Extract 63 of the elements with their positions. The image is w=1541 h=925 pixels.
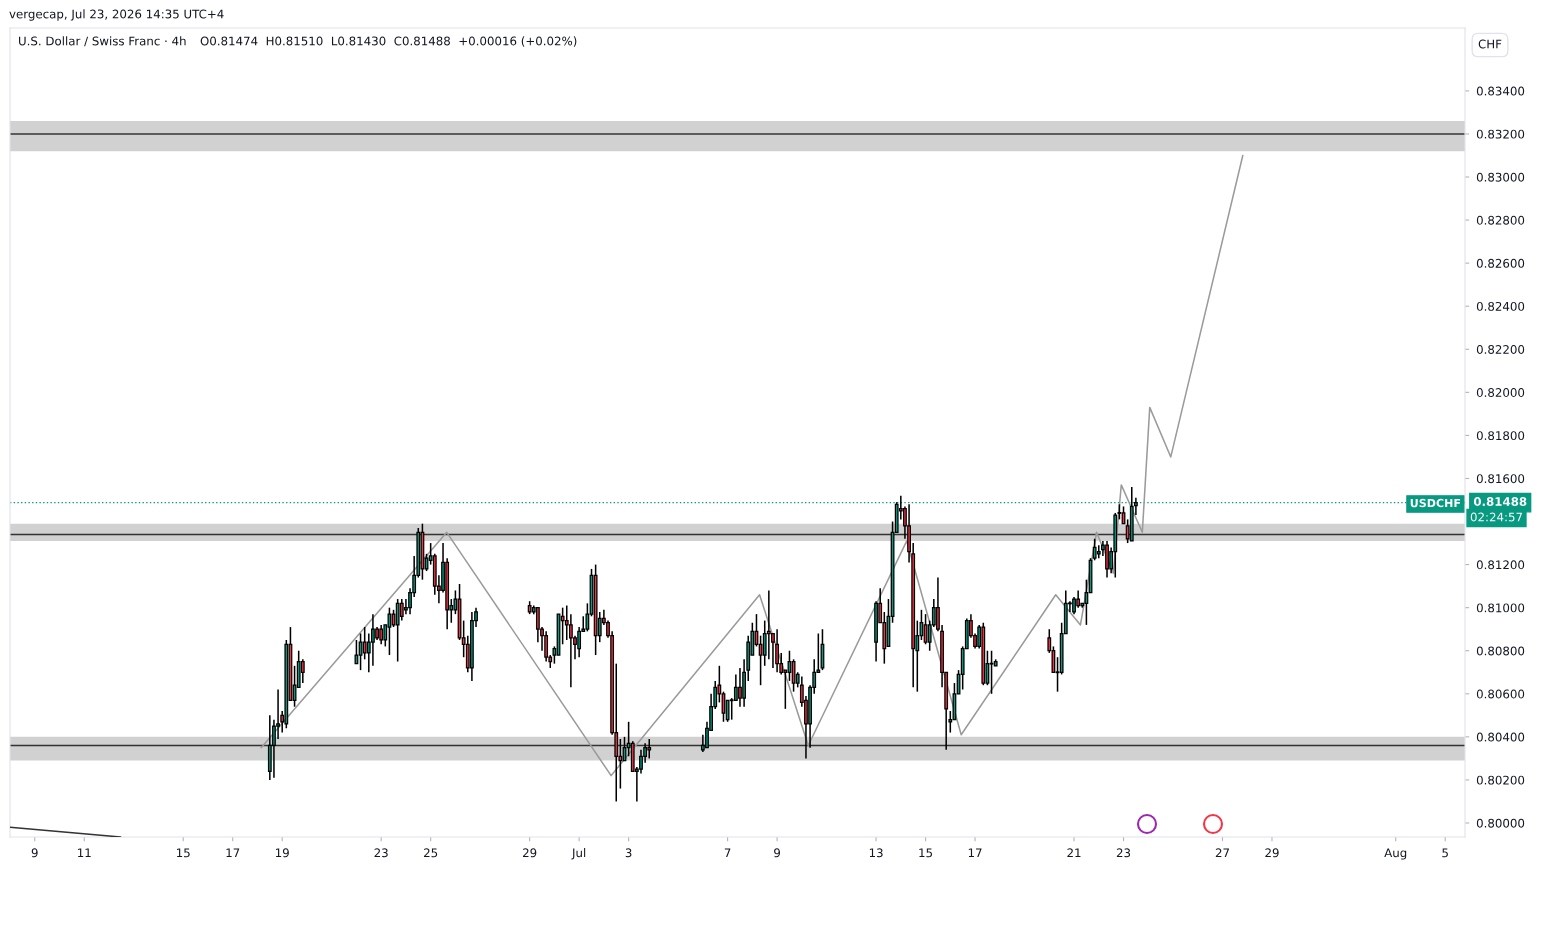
candlestick xyxy=(758,634,763,686)
y-tick-label: 0.81000 xyxy=(1476,603,1525,613)
candlestick xyxy=(387,606,392,656)
candlestick xyxy=(775,628,779,674)
candlestick xyxy=(989,649,994,695)
y-tick-label: 0.82400 xyxy=(1476,301,1525,311)
x-tick-label: Jul xyxy=(571,848,586,860)
text: 02:24:57 xyxy=(1470,512,1523,522)
x-tick-label: 23 xyxy=(1116,848,1131,858)
x-tick-label: 15 xyxy=(177,848,190,858)
candlestick xyxy=(766,589,771,661)
x-tick-label: 17 xyxy=(226,848,240,858)
y-tick-label: 0.82200 xyxy=(1476,345,1525,354)
x-tick-label: Aug xyxy=(1384,848,1407,860)
candlestick xyxy=(395,598,400,663)
x-tick-label: 5 xyxy=(1442,848,1448,858)
y-tick-label: 0.80800 xyxy=(1476,646,1525,656)
x-tick-label: 11 xyxy=(78,848,91,858)
x-tick-label: 21 xyxy=(1067,848,1081,858)
candlestick xyxy=(1092,538,1097,562)
x-tick-label: 9 xyxy=(31,848,38,858)
x-tick-label: 23 xyxy=(374,848,388,858)
y-tick-label: 0.83000 xyxy=(1476,172,1525,182)
y-tick-label: 0.81200 xyxy=(1476,560,1525,570)
x-tick-label: 9 xyxy=(774,848,781,858)
x-tick-label: 3 xyxy=(625,848,632,858)
candlestick xyxy=(1105,540,1109,579)
annotation: O0.81474 H0.81510 L0.81430 C0.81488 +0.00016 (+0.02%) xyxy=(200,36,577,47)
x-tick-label: 15 xyxy=(919,848,933,858)
y-tick-label: 0.81600 xyxy=(1476,474,1525,484)
x-tick-label: 17 xyxy=(968,848,982,858)
y-tick-label: 0.80400 xyxy=(1476,732,1525,742)
y-tick-label: 0.82600 xyxy=(1476,258,1525,268)
y-tick-label: 0.82000 xyxy=(1476,388,1525,397)
x-tick-label: 7 xyxy=(724,848,731,858)
candlestick xyxy=(738,667,742,708)
y-tick-label: 0.80600 xyxy=(1476,689,1525,699)
text: U.S. Dollar / Swiss Franc · 4h xyxy=(19,36,186,47)
candlestick xyxy=(362,626,367,661)
y-tick-label: 0.80200 xyxy=(1476,775,1525,785)
y-tick-label: 0.83200 xyxy=(1476,129,1525,139)
x-tick-label: 27 xyxy=(1215,848,1229,858)
x-tick-label: 25 xyxy=(424,848,438,858)
candlestick xyxy=(791,658,796,693)
candlestick xyxy=(300,658,305,684)
x-tick-label: 13 xyxy=(869,848,883,858)
y-tick-label: 0.83400 xyxy=(1476,86,1525,96)
candlestick xyxy=(399,598,404,622)
candlestick xyxy=(379,624,384,646)
annotation: USDCHF xyxy=(1410,498,1461,508)
y-tick-label: 0.82800 xyxy=(1476,215,1525,225)
x-tick-label: 29 xyxy=(523,848,537,858)
candlestick xyxy=(577,626,582,658)
y-tick-label: 0.80000 xyxy=(1476,818,1525,828)
line-series xyxy=(260,154,1244,777)
candlestick xyxy=(647,738,652,760)
candlestick xyxy=(1096,544,1101,559)
text: CHF xyxy=(1478,39,1502,49)
x-tick-label: 19 xyxy=(275,848,289,858)
x-tick-label: 29 xyxy=(1265,848,1279,858)
text: vergecap, Jul 23, 2026 14:35 UTC+4 xyxy=(9,9,224,21)
y-tick-label: 0.81800 xyxy=(1476,431,1525,441)
ref-line-label: 0.81488 xyxy=(1473,497,1527,507)
